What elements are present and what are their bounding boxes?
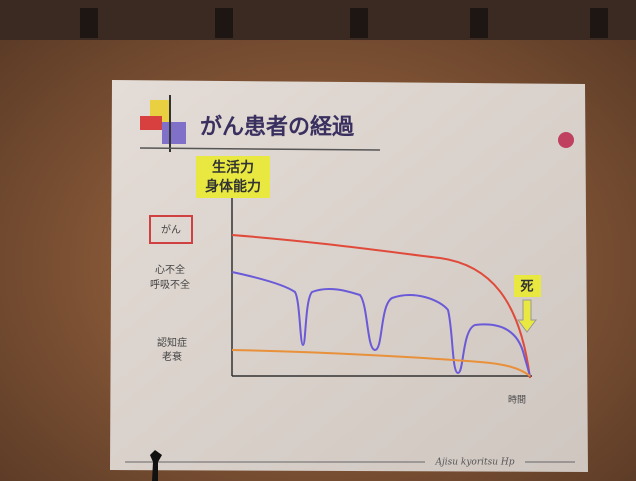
end-label: 死	[520, 280, 533, 295]
trajectory-label: 心不全	[155, 263, 185, 276]
logo-block	[140, 116, 162, 130]
y-axis-label: 生活力	[212, 159, 254, 176]
x-axis-label: 時間	[508, 395, 526, 406]
logo-block	[162, 122, 186, 144]
beams	[80, 8, 608, 38]
emblem	[558, 132, 574, 148]
heart-curve	[231, 271, 531, 377]
trajectory-label: 老衰	[162, 350, 182, 363]
trajectory-label: 認知症	[157, 336, 187, 349]
dementia-curve	[231, 349, 531, 377]
y-label-box	[196, 156, 270, 198]
cancer-curve	[231, 234, 531, 379]
label-box	[149, 215, 193, 244]
ceiling-band	[0, 0, 636, 40]
y-axis-label: 身体能力	[205, 178, 261, 195]
presenter-silhouette	[150, 450, 162, 481]
death-box	[514, 275, 541, 297]
death-arrow	[517, 299, 537, 333]
trajectory-label: 呼吸不全	[150, 278, 190, 291]
title-rule	[139, 147, 381, 151]
slide-title: がん患者の経過	[200, 114, 355, 140]
trajectory-label: がん	[161, 223, 181, 236]
footer: Ajisu kyoritsu Hp	[434, 458, 514, 468]
